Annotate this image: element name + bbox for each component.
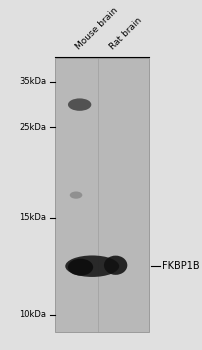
Ellipse shape (69, 191, 82, 199)
Ellipse shape (68, 98, 91, 111)
Text: FKBP1B: FKBP1B (161, 261, 198, 271)
Text: 10kDa: 10kDa (19, 310, 46, 319)
Ellipse shape (68, 259, 93, 276)
Text: Mouse brain: Mouse brain (74, 6, 119, 51)
Text: 15kDa: 15kDa (19, 213, 46, 222)
Ellipse shape (65, 256, 119, 277)
Text: 25kDa: 25kDa (19, 123, 46, 132)
Ellipse shape (103, 256, 127, 275)
FancyBboxPatch shape (55, 58, 148, 332)
Text: Rat brain: Rat brain (108, 16, 143, 51)
Text: 35kDa: 35kDa (19, 77, 46, 86)
